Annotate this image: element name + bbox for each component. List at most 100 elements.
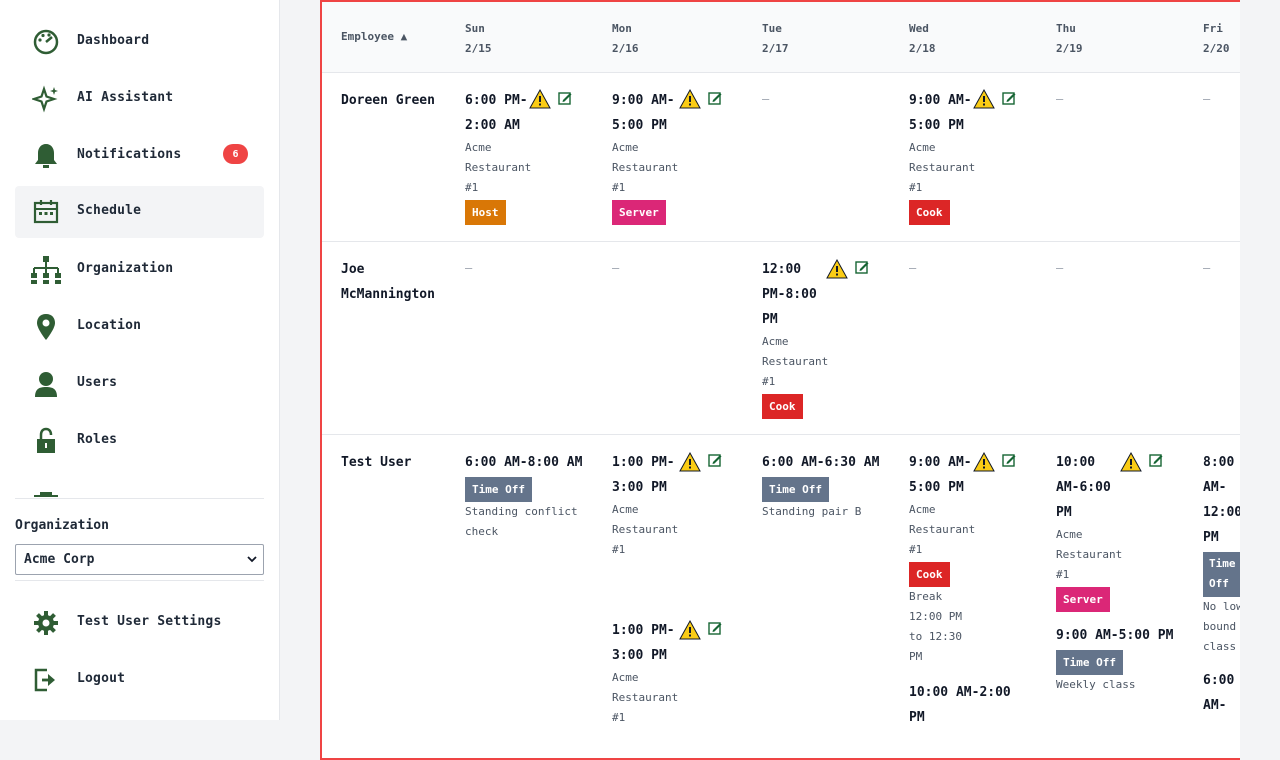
edit-icon[interactable] xyxy=(1002,453,1016,467)
sidebar: Dashboard AI Assistant Notifications 6 S… xyxy=(0,0,280,720)
sidebar-item-location[interactable]: Location xyxy=(15,301,264,353)
warning-icon[interactable] xyxy=(973,452,995,472)
calendar-icon xyxy=(30,198,62,226)
sidebar-item-roles[interactable]: Roles xyxy=(15,415,264,467)
shift-card[interactable]: 10:00 AM-6:00 PM Acme Restaurant #1 Serv… xyxy=(1056,450,1122,612)
shift-card[interactable]: 9:00 AM- 5:00 PM Acme Restaurant #1 Serv… xyxy=(612,88,678,225)
sidebar-item-ai-assistant[interactable]: AI Assistant xyxy=(15,73,264,125)
user-icon xyxy=(30,370,62,398)
edit-icon[interactable] xyxy=(1002,91,1016,105)
warning-icon[interactable] xyxy=(529,89,551,109)
bell-icon xyxy=(30,142,62,170)
empty-shift[interactable]: – xyxy=(612,261,620,275)
edit-icon[interactable] xyxy=(1149,453,1163,467)
sidebar-item-organization[interactable]: Organization xyxy=(15,244,264,296)
shift-card[interactable]: 1:00 PM- 3:00 PM Acme Restaurant #1 xyxy=(612,623,679,724)
edit-icon[interactable] xyxy=(708,453,722,467)
empty-shift[interactable]: – xyxy=(1203,92,1211,106)
empty-shift[interactable]: – xyxy=(909,261,917,275)
warning-icon[interactable] xyxy=(826,259,848,279)
schedule-grid: Employee ▲ Sun 2/15 Mon 2/16 Tue 2/17 Wed 2/… xyxy=(320,0,1240,760)
empty-shift[interactable]: – xyxy=(1056,261,1064,275)
shift-card[interactable]: 6:00 AM-6:30 AM Time Off Standing pair B xyxy=(762,455,880,518)
sidebar-item-label: Organization xyxy=(77,261,174,276)
dashboard-icon xyxy=(30,28,62,56)
gear-icon xyxy=(30,609,62,637)
role-tag-cook: Cook xyxy=(762,394,803,419)
sidebar-item-label: AI Assistant xyxy=(77,90,174,105)
empty-shift[interactable]: – xyxy=(1203,261,1211,275)
time-off-tag: Time Off xyxy=(465,477,532,502)
edit-icon[interactable] xyxy=(708,621,722,635)
empty-shift[interactable]: – xyxy=(465,261,473,275)
shift-card[interactable]: 1:00 PM- 3:00 PM Acme Restaurant #1 xyxy=(612,455,679,556)
org-chart-icon xyxy=(30,256,62,284)
shift-card[interactable]: 12:00 PM-8:00 PM Acme Restaurant #1 Cook xyxy=(762,257,828,419)
logout-label: Logout xyxy=(77,671,126,686)
row-divider xyxy=(322,434,1240,435)
notification-count-badge: 6 xyxy=(223,144,248,164)
employee-name: Test User xyxy=(341,455,412,470)
logout-button[interactable]: Logout xyxy=(15,654,264,706)
sidebar-item-users[interactable]: Users xyxy=(15,358,264,410)
sparkle-icon xyxy=(30,85,62,113)
shift-card[interactable]: 10:00 AM-2:00 PM xyxy=(909,685,1011,725)
warning-icon[interactable] xyxy=(679,620,701,640)
edit-icon[interactable] xyxy=(855,260,869,274)
sidebar-item-label: Location xyxy=(77,318,142,333)
sidebar-divider xyxy=(15,498,264,499)
warning-icon[interactable] xyxy=(973,89,995,109)
organization-select-value: Acme Corp xyxy=(24,552,95,567)
day-header-tue: Tue 2/17 xyxy=(762,22,789,55)
day-header-thu: Thu 2/19 xyxy=(1056,22,1083,55)
employee-name: Doreen Green xyxy=(341,93,435,108)
warning-icon[interactable] xyxy=(679,89,701,109)
role-tag-server: Server xyxy=(1056,587,1110,612)
sidebar-item-label: Users xyxy=(77,375,118,390)
row-divider xyxy=(322,241,1240,242)
location-pin-icon xyxy=(30,313,62,341)
sidebar-item-schedule[interactable]: Schedule xyxy=(15,186,264,238)
role-tag-server: Server xyxy=(612,200,666,225)
empty-shift[interactable]: – xyxy=(762,92,770,106)
edit-icon[interactable] xyxy=(708,91,722,105)
lock-icon xyxy=(30,427,62,455)
sidebar-scroll-overflow-icon xyxy=(33,487,59,497)
edit-icon[interactable] xyxy=(558,91,572,105)
sidebar-item-label: Schedule xyxy=(77,203,142,218)
sidebar-item-notifications[interactable]: Notifications 6 xyxy=(15,130,264,182)
sidebar-divider xyxy=(15,580,264,581)
time-off-tag: Time Off xyxy=(1056,650,1123,675)
shift-card[interactable]: 8:00 AM- 12:00 PM Time Off No low bound … xyxy=(1203,455,1240,653)
chevron-down-icon xyxy=(247,556,257,563)
shift-card[interactable]: 9:00 AM- 5:00 PM Acme Restaurant #1 Cook xyxy=(909,88,975,225)
settings-button[interactable]: Test User Settings xyxy=(15,597,264,649)
shift-card[interactable]: 6:00 AM-8:00 AM Time Off Standing confli… xyxy=(465,455,583,538)
sidebar-item-label: Dashboard xyxy=(77,33,150,48)
warning-icon[interactable] xyxy=(679,452,701,472)
role-tag-cook: Cook xyxy=(909,562,950,587)
day-header-sun: Sun 2/15 xyxy=(465,22,492,55)
employee-column-header[interactable]: Employee ▲ xyxy=(341,30,408,43)
shift-card[interactable]: 6:00 PM- 2:00 AM Acme Restaurant #1 Host xyxy=(465,88,531,225)
sidebar-item-label: Roles xyxy=(77,432,118,447)
organization-label: Organization xyxy=(15,518,109,533)
main-content: Employee ▲ Sun 2/15 Mon 2/16 Tue 2/17 Wed 2/… xyxy=(280,0,1280,760)
day-header-wed: Wed 2/18 xyxy=(909,22,936,55)
empty-shift[interactable]: – xyxy=(1056,92,1064,106)
warning-icon[interactable] xyxy=(1120,452,1142,472)
sidebar-item-dashboard[interactable]: Dashboard xyxy=(15,16,264,68)
time-off-tag: Time Off xyxy=(1203,552,1240,597)
shift-card[interactable]: 6:00 AM- xyxy=(1203,673,1235,713)
settings-label: Test User Settings xyxy=(77,614,222,629)
day-header-fri: Fri 2/20 xyxy=(1203,22,1230,55)
shift-card[interactable]: 9:00 AM- 5:00 PM Acme Restaurant #1 Cook… xyxy=(909,455,976,663)
schedule-header: Employee ▲ Sun 2/15 Mon 2/16 Tue 2/17 Wed 2/… xyxy=(322,2,1240,73)
role-tag-host: Host xyxy=(465,200,506,225)
organization-select[interactable]: Acme Corp xyxy=(15,544,264,575)
shift-card[interactable]: 9:00 AM-5:00 PM Time Off Weekly class xyxy=(1056,628,1174,691)
sidebar-item-label: Notifications xyxy=(77,147,182,162)
time-off-tag: Time Off xyxy=(762,477,829,502)
logout-icon xyxy=(30,666,62,694)
role-tag-cook: Cook xyxy=(909,200,950,225)
